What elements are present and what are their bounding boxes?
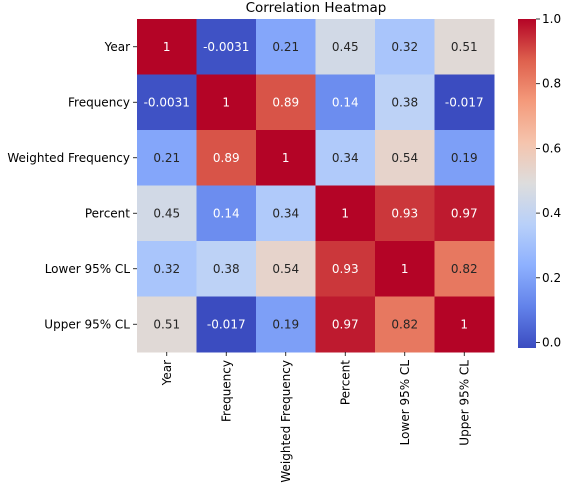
colorbar-tick-label: 1.0: [542, 12, 561, 26]
cell-value-label: 0.38: [391, 95, 418, 109]
heatmap-cell: [137, 296, 197, 353]
heatmap-cell: [137, 74, 197, 131]
y-tick-label: Upper 95% CL: [44, 317, 130, 331]
cell-value-label: 0.51: [451, 40, 478, 54]
cell-value-label: 0.14: [213, 206, 240, 220]
colorbar: 0.0 0.2 0.4 0.6 0.8 1.0: [518, 12, 561, 350]
heatmap-cell: [375, 130, 435, 186]
heatmap-cell: [315, 185, 376, 242]
colorbar-gradient: [518, 19, 536, 348]
heatmap-cell: [375, 74, 435, 131]
cell-value-label: 0.32: [391, 40, 418, 54]
y-axis: Year Frequency Weighted Frequency Percent Lo…: [7, 40, 137, 331]
heatmap-cell: [315, 241, 376, 297]
cell-value-label: 1: [460, 317, 468, 331]
heatmap-cell: [375, 185, 435, 242]
heatmap-cell: [375, 296, 435, 353]
heatmap-cell: [434, 130, 495, 186]
heatmap-cell: [196, 74, 257, 131]
cell-value-label: 1: [163, 40, 171, 54]
cell-value-label: 1: [282, 151, 290, 165]
cell-value-label: -0.017: [207, 317, 246, 331]
y-tick-label: Frequency: [68, 95, 130, 109]
cell-value-label: 1: [341, 206, 349, 220]
cell-value-label: -0.0031: [144, 95, 190, 109]
cell-value-label: 0.21: [272, 40, 299, 54]
heatmap-cell-labels: 1 -0.0031 0.21 0.45 0.32 0.51 -0.0031 1 0.89 0.14…: [144, 40, 484, 332]
heatmap-cell: [137, 185, 197, 242]
x-tick-label: Percent: [338, 360, 352, 405]
heatmap-cell: [196, 185, 257, 242]
heatmap-cell: [196, 296, 257, 353]
cell-value-label: 0.21: [153, 151, 180, 165]
y-tick-label: Weighted Frequency: [7, 151, 130, 165]
x-axis: Year Frequency Weighted Frequency Percent Lo…: [160, 352, 471, 483]
colorbar-tick-label: 0.4: [542, 206, 561, 220]
x-tick-label: Upper 95% CL: [457, 360, 471, 446]
cell-value-label: 0.45: [332, 40, 359, 54]
cell-value-label: 0.34: [272, 206, 299, 220]
heatmap-cell: [434, 19, 495, 75]
cell-value-label: -0.0031: [203, 40, 249, 54]
heatmap-cell: [315, 19, 376, 75]
cell-value-label: 0.19: [272, 317, 299, 331]
chart-title: Correlation Heatmap: [246, 0, 387, 16]
colorbar-tick-label: 0.0: [542, 336, 561, 350]
cell-value-label: -0.017: [445, 95, 484, 109]
cell-value-label: 0.89: [272, 95, 299, 109]
heatmap-cell: [315, 296, 376, 353]
colorbar-tick-label: 0.6: [542, 141, 561, 155]
x-tick-label: Weighted Frequency: [279, 360, 293, 483]
cell-value-label: 0.97: [451, 206, 478, 220]
cell-value-label: 0.45: [153, 206, 180, 220]
cell-value-label: 0.19: [451, 151, 478, 165]
heatmap-cell: [256, 185, 316, 242]
cell-value-label: 0.54: [391, 151, 418, 165]
heatmap-cell: [256, 130, 316, 186]
heatmap-cell: [196, 19, 257, 75]
heatmap-cell: [315, 130, 376, 186]
cell-value-label: 0.54: [272, 262, 299, 276]
heatmap-cell: [256, 74, 316, 131]
heatmap-cell: [196, 130, 257, 186]
heatmap-cell: [434, 296, 495, 353]
heatmap-cell: [256, 241, 316, 297]
cell-value-label: 0.93: [391, 206, 418, 220]
heatmap-cells: [137, 19, 495, 353]
y-tick-label: Percent: [85, 206, 130, 220]
cell-value-label: 0.97: [332, 317, 359, 331]
cell-value-label: 0.32: [153, 262, 180, 276]
heatmap-cell: [137, 241, 197, 297]
cell-value-label: 1: [222, 95, 230, 109]
heatmap-cell: [434, 241, 495, 297]
cell-value-label: 0.38: [213, 262, 240, 276]
cell-value-label: 0.82: [451, 262, 478, 276]
cell-value-label: 0.89: [213, 151, 240, 165]
heatmap-cell: [137, 130, 197, 186]
x-tick-label: Year: [160, 360, 174, 386]
colorbar-tick-label: 0.8: [542, 77, 561, 91]
heatmap-cell: [375, 19, 435, 75]
heatmap-cell: [137, 19, 197, 75]
cell-value-label: 0.82: [391, 317, 418, 331]
x-tick-label: Frequency: [219, 360, 233, 422]
heatmap-cell: [256, 19, 316, 75]
cell-value-label: 0.34: [332, 151, 359, 165]
cell-value-label: 1: [401, 262, 409, 276]
y-tick-label: Lower 95% CL: [45, 262, 131, 276]
heatmap-cell: [375, 241, 435, 297]
cell-value-label: 0.14: [332, 95, 359, 109]
heatmap-cell: [434, 74, 495, 131]
x-tick-label: Lower 95% CL: [398, 360, 412, 446]
y-tick-label: Year: [104, 40, 130, 54]
heatmap-cell: [256, 296, 316, 353]
heatmap-cell: [434, 185, 495, 242]
heatmap-cell: [196, 241, 257, 297]
colorbar-tick-label: 0.2: [542, 271, 561, 285]
heatmap-cell: [315, 74, 376, 131]
cell-value-label: 0.51: [153, 317, 180, 331]
cell-value-label: 0.93: [332, 262, 359, 276]
